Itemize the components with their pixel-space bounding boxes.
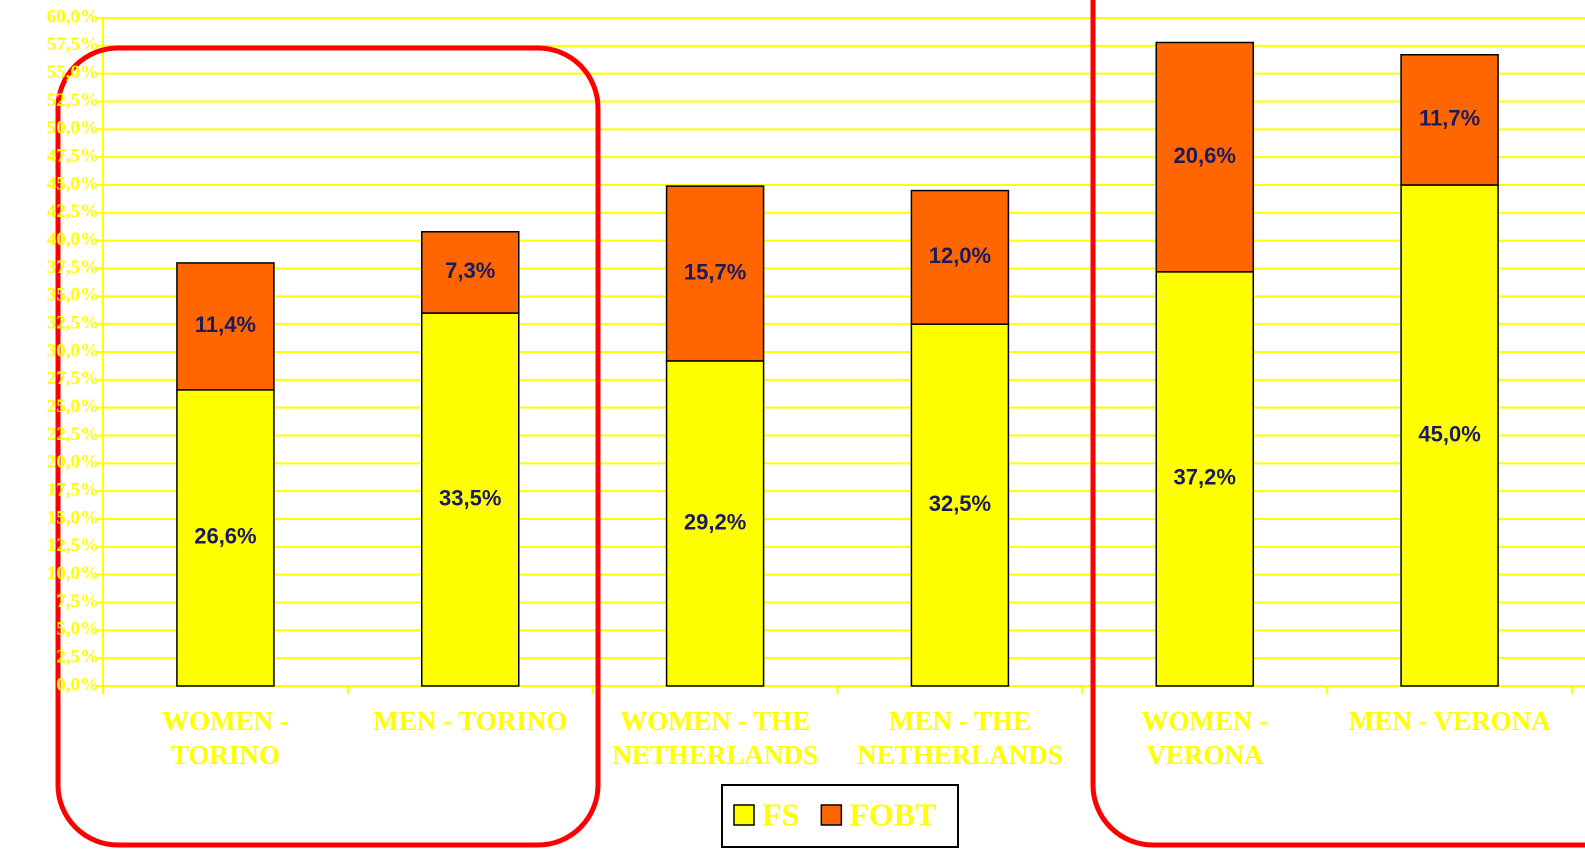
y-tick-label: 20,0% <box>47 452 99 473</box>
y-tick-label: 32,5% <box>47 313 99 334</box>
y-tick-label: 25,0% <box>47 396 99 417</box>
y-tick-label: 50,0% <box>47 118 99 139</box>
legend-swatch <box>820 804 843 826</box>
y-tick-label: 2,5% <box>56 647 99 668</box>
x-tick-label: WOMEN - VERONA <box>1141 706 1269 770</box>
value-label: 29,2% <box>684 509 746 534</box>
value-label: 37,2% <box>1174 465 1236 490</box>
value-label: 45,0% <box>1418 421 1480 446</box>
y-tick-label: 60,0% <box>47 6 99 27</box>
x-tick-label: WOMEN - THE NETHERLANDS <box>612 706 818 770</box>
y-tick-label: 22,5% <box>47 424 99 445</box>
y-tick-label: 55,0% <box>47 62 99 83</box>
bar-segment <box>910 323 1010 687</box>
bar-segment <box>176 389 275 687</box>
value-label: 11,7% <box>1419 106 1480 131</box>
value-label: 12,0% <box>929 243 991 268</box>
value-label: 33,5% <box>439 485 501 510</box>
y-tick-label: 52,5% <box>47 90 99 111</box>
bar-segment <box>1155 271 1254 687</box>
highlight-box <box>55 45 601 848</box>
y-tick-label: 12,5% <box>47 535 99 556</box>
bar-segment <box>665 360 765 687</box>
y-tick-label: 5,0% <box>56 619 99 640</box>
y-tick-label: 37,5% <box>47 257 99 278</box>
y-tick-label: 27,5% <box>47 368 99 389</box>
x-tick-label: MEN - TORINO <box>373 706 568 736</box>
y-tick-label: 47,5% <box>47 146 99 167</box>
bar-segment <box>1155 41 1254 273</box>
legend-label: FS <box>762 796 799 832</box>
value-label: 11,4% <box>195 312 256 337</box>
value-label: 7,3% <box>445 258 495 283</box>
x-tick-label: WOMEN - TORINO <box>162 706 289 770</box>
y-tick-label: 45,0% <box>47 173 99 194</box>
y-tick-label: 30,0% <box>47 340 99 361</box>
x-tick-label: MEN - VERONA <box>1348 706 1551 736</box>
y-tick-label: 17,5% <box>47 480 99 501</box>
y-tick-label: 42,5% <box>47 201 99 222</box>
legend-label: FOBT <box>849 796 936 832</box>
y-tick-label: 0,0% <box>56 674 99 695</box>
bar-segment <box>665 185 765 362</box>
bar-segment <box>1400 184 1499 687</box>
y-tick-label: 7,5% <box>56 591 99 612</box>
value-label: 26,6% <box>194 524 256 549</box>
y-tick-label: 40,0% <box>47 229 99 250</box>
highlight-box <box>1090 0 1585 848</box>
value-label: 20,6% <box>1174 143 1236 168</box>
value-label: 32,5% <box>929 491 991 516</box>
x-tick-label: MEN - THE NETHERLANDS <box>857 706 1063 770</box>
bar-segment <box>176 262 275 391</box>
y-tick-label: 35,0% <box>47 285 99 306</box>
legend-swatch <box>733 804 755 826</box>
value-label: 15,7% <box>684 259 746 284</box>
bar-segment <box>1400 53 1499 186</box>
y-tick-label: 10,0% <box>47 563 99 584</box>
bar-segment <box>910 189 1010 325</box>
bar-segment <box>421 231 520 314</box>
bar-segment <box>421 312 520 687</box>
y-tick-label: 15,0% <box>47 507 99 528</box>
y-tick-label: 57,5% <box>47 34 99 55</box>
